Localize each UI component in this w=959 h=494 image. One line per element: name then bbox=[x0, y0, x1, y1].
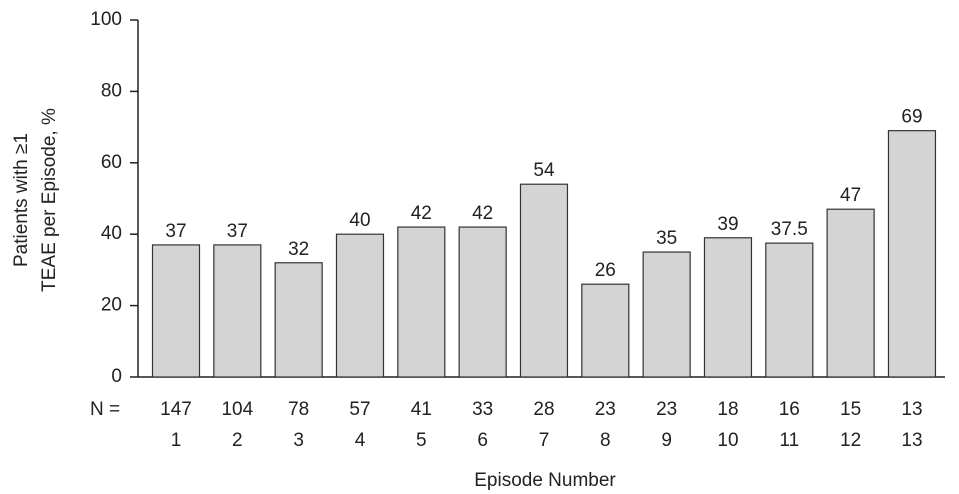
bar bbox=[458, 226, 507, 378]
value-label: 47 bbox=[840, 185, 861, 206]
y-tick-label: 40 bbox=[101, 223, 122, 244]
n-value: 18 bbox=[717, 399, 738, 420]
n-value: 23 bbox=[595, 399, 616, 420]
bar bbox=[703, 237, 753, 378]
x-tick-label: 1 bbox=[171, 430, 182, 451]
value-label: 37 bbox=[165, 221, 186, 242]
n-value: 15 bbox=[840, 399, 861, 420]
value-label: 42 bbox=[411, 203, 432, 224]
value-label: 37.5 bbox=[771, 219, 808, 240]
bar bbox=[887, 130, 937, 378]
value-label: 39 bbox=[717, 214, 738, 235]
y-tick-label: 0 bbox=[111, 366, 122, 387]
n-label: N = bbox=[90, 399, 120, 420]
y-tick-label: 80 bbox=[101, 80, 122, 101]
x-tick-label: 9 bbox=[661, 430, 672, 451]
x-axis-label: Episode Number bbox=[474, 470, 616, 491]
bar bbox=[274, 262, 323, 378]
n-value: 57 bbox=[349, 399, 370, 420]
value-label: 37 bbox=[227, 221, 248, 242]
bar bbox=[642, 251, 691, 378]
n-value: 78 bbox=[288, 399, 309, 420]
x-tick-label: 13 bbox=[901, 430, 922, 451]
x-tick-label: 11 bbox=[779, 430, 799, 451]
x-tick-label: 6 bbox=[477, 430, 488, 451]
bar bbox=[826, 208, 875, 378]
value-label: 26 bbox=[595, 260, 616, 281]
value-label: 54 bbox=[533, 160, 555, 181]
y-tick-label: 100 bbox=[90, 9, 122, 30]
y-tick-label: 20 bbox=[101, 295, 122, 316]
x-tick-label: 2 bbox=[232, 430, 243, 451]
value-label: 32 bbox=[288, 239, 309, 260]
bar bbox=[519, 183, 569, 378]
x-tick-label: 10 bbox=[717, 430, 738, 451]
bar bbox=[581, 283, 630, 378]
bar bbox=[213, 244, 262, 378]
n-value: 16 bbox=[779, 399, 800, 420]
value-label: 40 bbox=[349, 210, 370, 231]
n-value: 28 bbox=[533, 399, 554, 420]
y-axis-label-line: TEAE per Episode, % bbox=[39, 108, 60, 292]
bar bbox=[397, 226, 446, 378]
value-label: 42 bbox=[472, 203, 493, 224]
n-value: 13 bbox=[901, 399, 922, 420]
bar bbox=[151, 244, 201, 378]
n-value: 23 bbox=[656, 399, 677, 420]
bar bbox=[765, 242, 814, 378]
y-axis-label: Patients with ≥1 TEAE per Episode, % bbox=[11, 108, 60, 292]
n-value: 104 bbox=[221, 399, 253, 420]
x-tick-label: 5 bbox=[416, 430, 427, 451]
y-axis-label-line: Patients with ≥1 bbox=[11, 133, 32, 267]
x-tick-label: 12 bbox=[840, 430, 861, 451]
x-tick-label: 4 bbox=[355, 430, 366, 451]
y-tick-label: 60 bbox=[101, 152, 122, 173]
value-label: 35 bbox=[656, 228, 677, 249]
n-value: 41 bbox=[411, 399, 432, 420]
n-value: 33 bbox=[472, 399, 493, 420]
x-tick-label: 3 bbox=[293, 430, 304, 451]
value-label: 69 bbox=[901, 107, 922, 128]
x-tick-label: 7 bbox=[539, 430, 550, 451]
bar bbox=[335, 233, 385, 378]
n-value: 147 bbox=[160, 399, 192, 420]
x-tick-label: 8 bbox=[600, 430, 611, 451]
